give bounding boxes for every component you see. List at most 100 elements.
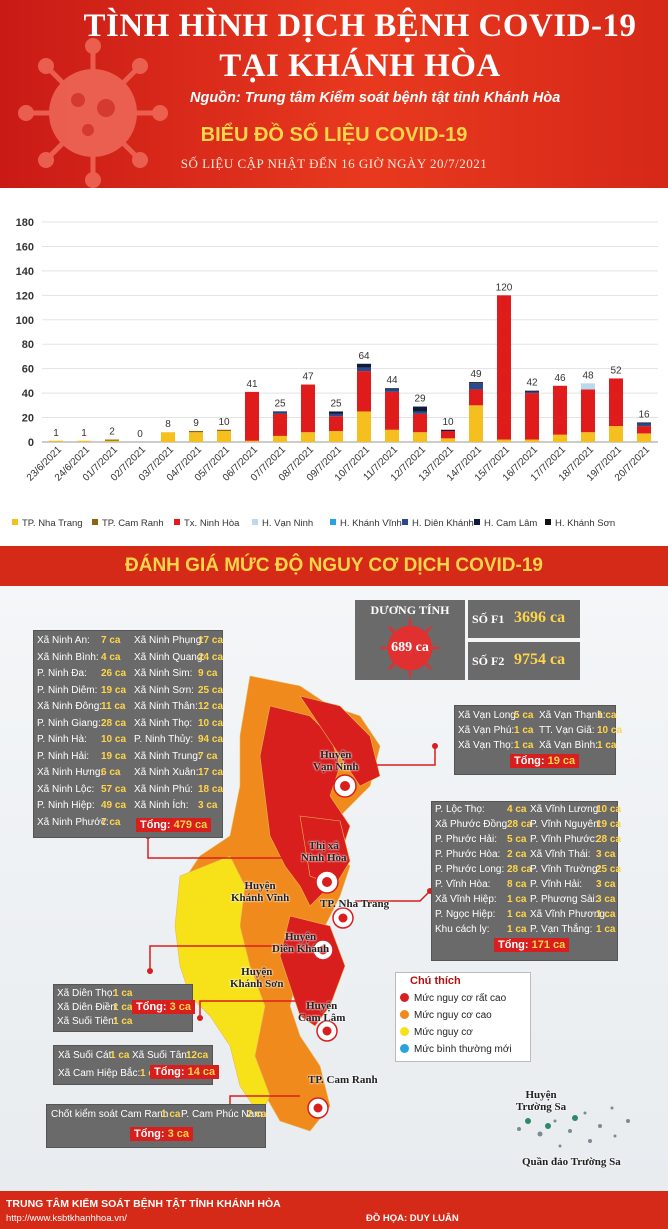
case-row: Xã Ninh Xuân: 17 ca bbox=[134, 767, 223, 778]
case-row: Xã Ninh Thân: 12 ca bbox=[134, 701, 223, 712]
bar-chart: 020406080100120140160180123/6/2021124/6/… bbox=[16, 217, 658, 484]
ninh-hoa-cases-box: Xã Ninh An: 7 ca Xã Ninh Bình: 4 ca P. Ninh … bbox=[33, 630, 223, 838]
bar-segment bbox=[329, 431, 343, 442]
commune-name: P. Vĩnh Nguyên: bbox=[530, 819, 602, 830]
case-count: 49 ca bbox=[101, 800, 127, 811]
bar-segment bbox=[413, 413, 427, 433]
bar-segment bbox=[245, 440, 259, 442]
commune-name: Xã Ninh Phụng: bbox=[134, 635, 205, 646]
case-count: 1 ca bbox=[596, 909, 616, 920]
case-count: 2 ca bbox=[247, 1109, 267, 1120]
case-count: 1 ca bbox=[507, 924, 527, 935]
update-text: SỐ LIỆU CẬP NHẬT ĐẾN 16 GIỜ NGÀY 20/7/20… bbox=[180, 156, 488, 171]
label-truong-sa-islands: Quần đảo Trường Sa bbox=[522, 1156, 621, 1168]
footer-url[interactable]: http://www.ksbtkhanhhoa.vn/ bbox=[6, 1213, 127, 1224]
total-label: Tổng: bbox=[136, 1001, 167, 1013]
data-label: 8 bbox=[165, 419, 171, 430]
case-row: Xã Ninh An: 7 ca bbox=[37, 635, 120, 646]
case-row: Xã Vĩnh Thái: 3 ca bbox=[530, 849, 615, 860]
bar-segment bbox=[553, 385, 567, 435]
commune-name: Xã Vạn Phú: bbox=[458, 725, 515, 736]
case-count: 17 ca bbox=[198, 767, 224, 778]
case-row: P. Vĩnh Trường: 25 ca bbox=[530, 864, 621, 875]
legend-label: Mức nguy cơ cao bbox=[414, 1010, 492, 1021]
case-row: Xã Cam Hiệp Bắc:1 ca bbox=[58, 1068, 159, 1079]
chart-title: BIỂU ĐỒ SỐ LIỆU COVID-19 bbox=[200, 124, 468, 146]
case-row: P. Phước Long: 28 ca bbox=[435, 864, 532, 875]
map-legend: Chú thích Mức nguy cơ rất cao Mức nguy c… bbox=[395, 972, 531, 1062]
data-label: 42 bbox=[526, 378, 538, 389]
legend-label: TP. Nha Trang bbox=[22, 518, 83, 529]
case-count: 28 ca bbox=[507, 864, 533, 875]
bar-segment bbox=[413, 406, 427, 412]
case-row: P. Ninh Hà: 10 ca bbox=[37, 734, 126, 745]
commune-name: Xã Phước Đồng: bbox=[435, 819, 510, 830]
f2-value: 9754 ca bbox=[514, 651, 566, 668]
commune-name: P. Ngọc Hiệp: bbox=[435, 909, 496, 920]
total-label: Tổng: bbox=[514, 755, 545, 767]
case-count: 1 ca bbox=[161, 1109, 181, 1120]
data-label: 47 bbox=[302, 372, 314, 383]
bar-segment bbox=[441, 431, 455, 439]
map-legend-title: Chú thích bbox=[410, 975, 461, 987]
commune-name: Xã Ninh Sơn: bbox=[134, 684, 194, 696]
bar-segment bbox=[357, 411, 371, 442]
data-label: 25 bbox=[330, 398, 342, 409]
label-ninh-hoa: Thị xã Ninh Hòa bbox=[301, 840, 347, 864]
virus-icon bbox=[381, 619, 439, 677]
bar-segment bbox=[525, 390, 539, 392]
legend-swatch-icon bbox=[12, 519, 18, 525]
commune-name: P. Ninh Hiệp: bbox=[37, 800, 95, 811]
case-row: Xã Ninh Sim: 9 ca bbox=[134, 668, 217, 679]
bar-segment bbox=[581, 432, 595, 442]
total-value: 3 ca bbox=[167, 1128, 190, 1140]
bar-segment bbox=[441, 429, 455, 431]
commune-name: Xã Cam Hiệp Bắc: bbox=[58, 1068, 141, 1079]
bar-segment bbox=[385, 391, 399, 430]
case-count: 6 ca bbox=[101, 767, 121, 778]
data-label: 64 bbox=[358, 351, 370, 362]
f1-label: SỐ F1 bbox=[472, 612, 505, 626]
case-row: Xã Ninh Bình: 4 ca bbox=[37, 652, 120, 663]
case-count: 1 ca bbox=[110, 1050, 130, 1061]
footer-org: TRUNG TÂM KIỂM SOÁT BỆNH TẬT TỈNH KHÁNH … bbox=[6, 1198, 281, 1210]
case-count: 26 ca bbox=[101, 668, 127, 679]
commune-name: P. Phước Hòa: bbox=[435, 849, 501, 860]
case-row: P. Phước Hòa: 2 ca bbox=[435, 849, 526, 860]
bar-segment bbox=[273, 411, 287, 413]
case-row: P. Ninh Giang: 28 ca bbox=[37, 718, 126, 729]
legend-dot-icon bbox=[400, 993, 409, 1002]
case-row: Xã Phước Đồng: 28 ca bbox=[435, 819, 532, 830]
case-row: Xã Vĩnh Hiệp: 1 ca bbox=[435, 894, 526, 905]
case-count: 1 ca bbox=[597, 740, 617, 751]
chart-legend: TP. Nha Trang TP. Cam Ranh Tx. Ninh Hòa H. … bbox=[12, 518, 662, 532]
commune-name: Xã Ninh Thân: bbox=[134, 701, 198, 712]
case-row: P. Cam Phúc Nam: 2 ca bbox=[181, 1109, 267, 1120]
legend-item: TP. Cam Ranh bbox=[92, 518, 164, 529]
case-row: Xã Vạn Thọ: 1 ca bbox=[458, 740, 533, 751]
case-count: 10 ca bbox=[198, 717, 224, 729]
case-row: P. Vạn Thắng: 1 ca bbox=[530, 924, 615, 935]
bar-segment bbox=[161, 432, 175, 442]
bar-segment bbox=[609, 378, 623, 427]
case-count: 25 ca bbox=[596, 864, 622, 875]
case-row: P. Phương Sài: 3 ca bbox=[530, 894, 615, 905]
bar-segment bbox=[553, 434, 567, 442]
cam-ranh-cases-box: Chốt kiểm soát Cam Ranh :1 ca P. Cam Phú… bbox=[46, 1104, 266, 1148]
bar-segment bbox=[217, 431, 231, 442]
bar-segment bbox=[273, 413, 287, 436]
bar-segment bbox=[637, 426, 651, 434]
legend-swatch-icon bbox=[92, 519, 98, 525]
legend-label: TP. Cam Ranh bbox=[102, 518, 164, 529]
bar-segment bbox=[469, 405, 483, 442]
footer: TRUNG TÂM KIỂM SOÁT BỆNH TẬT TỈNH KHÁNH … bbox=[0, 1191, 668, 1229]
bar-segment bbox=[357, 363, 371, 368]
bar-segment bbox=[189, 431, 203, 433]
bar-segment bbox=[609, 426, 623, 442]
total-label: Tổng: bbox=[498, 939, 529, 951]
commune-name: Xã Ninh Quang: bbox=[134, 651, 206, 663]
case-row: Xã Vạn Long: 5 ca bbox=[458, 710, 533, 721]
commune-name: Xã Ninh Trung: bbox=[134, 750, 201, 762]
case-row: Khu cách ly: 1 ca bbox=[435, 924, 526, 935]
commune-name: P. Ninh Thủy: bbox=[134, 734, 194, 745]
